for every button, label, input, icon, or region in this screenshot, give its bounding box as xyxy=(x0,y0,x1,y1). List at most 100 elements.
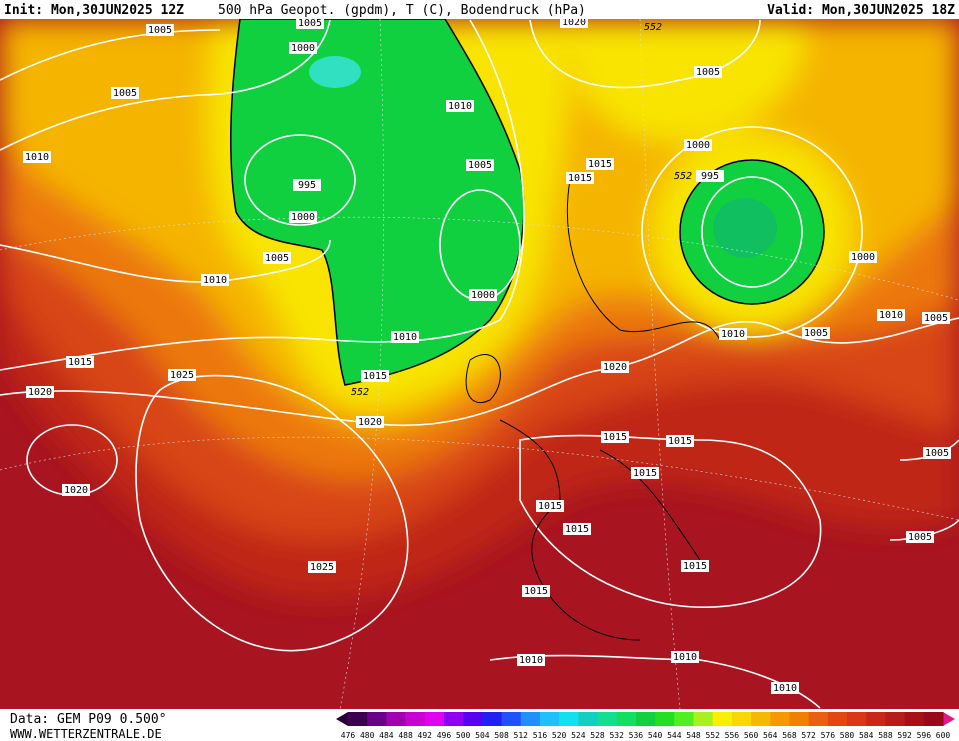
label-box xyxy=(771,682,799,694)
label-box xyxy=(66,356,94,368)
geopotential-label: 552 xyxy=(351,387,369,398)
isobar-label: 1000 xyxy=(851,252,875,263)
label-box xyxy=(263,252,291,264)
isobar-label: 1015 xyxy=(683,561,707,572)
label-box xyxy=(586,158,614,170)
label-box xyxy=(168,369,196,381)
colorbar-label: 588 xyxy=(878,731,893,740)
label-box xyxy=(922,312,950,324)
colorbar-bin xyxy=(578,712,599,726)
isobar-label: 1020 xyxy=(28,387,52,398)
colorbar-label: 600 xyxy=(936,731,951,740)
isobar-label: 1000 xyxy=(686,140,710,151)
colorbar-label: 596 xyxy=(917,731,932,740)
colorbar-bin xyxy=(731,712,752,726)
colorbar-bin xyxy=(693,712,714,726)
cold-core xyxy=(309,56,361,88)
isobar-label: 1015 xyxy=(603,432,627,443)
colorbar-bin xyxy=(348,712,368,726)
geopotential-label: 552 xyxy=(674,171,692,182)
colorbar-bin xyxy=(501,712,522,726)
label-box xyxy=(23,151,51,163)
colorbar-bin xyxy=(443,712,464,726)
colorbar-bin xyxy=(827,712,848,726)
isobar-label: 1005 xyxy=(696,67,720,78)
label-box xyxy=(681,560,709,572)
isobar-label: 995 xyxy=(298,180,316,191)
label-box xyxy=(62,484,90,496)
colorbar-label: 496 xyxy=(437,731,452,740)
colorbar-label: 568 xyxy=(782,731,797,740)
label-box xyxy=(469,289,497,301)
label-box xyxy=(631,467,659,479)
colorbar-bin xyxy=(424,712,445,726)
colorbar-high-arrow xyxy=(943,712,955,726)
colorbar-label: 556 xyxy=(725,731,740,740)
map-area: 1005 1005 1000 1005 1010 1010 1005 995 1000 1005 1… xyxy=(0,18,959,709)
label-box xyxy=(391,331,419,343)
isobar-label: 1005 xyxy=(468,160,492,171)
colorbar-bin xyxy=(463,712,483,726)
colorbar-label: 584 xyxy=(859,731,874,740)
label-box xyxy=(684,139,712,151)
coastlines xyxy=(465,179,721,641)
isobar-labels: 1005 1005 1000 1005 1010 1010 1005 995 1000 1005 1… xyxy=(23,18,951,694)
label-box xyxy=(522,585,550,597)
isobar-label: 1010 xyxy=(673,652,697,663)
isobar-label: 1020 xyxy=(358,417,382,428)
label-box xyxy=(719,328,747,340)
colorbar-label: 516 xyxy=(533,731,548,740)
colorbar: 476 480 484 488 492 496 500 504 508 512 516 520 524 5… xyxy=(336,712,955,740)
colorbar-low-arrow xyxy=(336,712,348,726)
label-box xyxy=(517,654,545,666)
colorbar-bin xyxy=(482,712,503,726)
label-box xyxy=(446,100,474,112)
colorbar-bin xyxy=(367,712,387,726)
colorbar-label: 500 xyxy=(456,731,471,740)
label-box xyxy=(111,87,139,99)
colorbar-label: 512 xyxy=(514,731,529,740)
colorbar-label: 548 xyxy=(686,731,701,740)
graticule xyxy=(0,19,959,709)
isobar-label: 1010 xyxy=(393,332,417,343)
colorbar-label: 544 xyxy=(667,731,682,740)
label-box xyxy=(26,386,54,398)
label-box xyxy=(563,523,591,535)
isobar-label: 1010 xyxy=(519,655,543,666)
label-box xyxy=(906,531,934,543)
isobar-label: 1010 xyxy=(879,310,903,321)
isobar-label: 1005 xyxy=(265,253,289,264)
colorbar-label: 524 xyxy=(571,731,586,740)
colorbar-label: 580 xyxy=(840,731,855,740)
isobar-label: 1005 xyxy=(298,18,322,29)
label-box xyxy=(671,651,699,663)
label-box xyxy=(308,561,336,573)
colorbar-bin xyxy=(808,712,829,726)
colorbar-label: 480 xyxy=(360,731,375,740)
colorbar-bin xyxy=(616,712,637,726)
website: WWW.WETTERZENTRALE.DE xyxy=(10,727,162,741)
label-box xyxy=(201,274,229,286)
isobar-label: 1020 xyxy=(64,485,88,496)
colorbar-bin xyxy=(789,712,810,726)
label-box xyxy=(877,309,905,321)
colorbar-label: 528 xyxy=(590,731,605,740)
label-box xyxy=(802,327,830,339)
colorbar-label: 532 xyxy=(609,731,624,740)
colorbar-label: 520 xyxy=(552,731,567,740)
colorbar-label: 492 xyxy=(418,731,433,740)
isobar-label: 1015 xyxy=(565,524,589,535)
colorbar-label: 540 xyxy=(648,731,663,740)
label-box xyxy=(536,500,564,512)
isobar-label: 1000 xyxy=(291,212,315,223)
isobar-label: 1015 xyxy=(538,501,562,512)
colorbar-label: 508 xyxy=(494,731,509,740)
colorbar-bin xyxy=(866,712,886,726)
label-box xyxy=(601,431,629,443)
label-box xyxy=(601,361,629,373)
colorbar-bin xyxy=(539,712,560,726)
init-time: Init: Mon,30JUN2025 12Z xyxy=(4,3,184,18)
isobar-label: 995 xyxy=(701,171,719,182)
